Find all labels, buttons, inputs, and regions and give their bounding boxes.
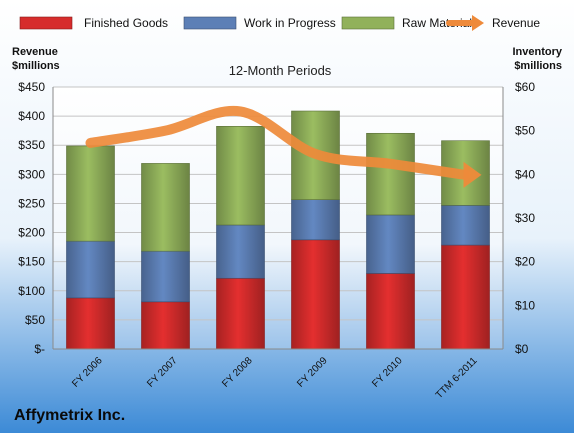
y-right-tick-label: $60 — [515, 80, 535, 94]
bar-work-in-progress — [141, 250, 190, 303]
legend-label: Revenue — [492, 16, 540, 30]
y-right-tick-label: $50 — [515, 124, 535, 138]
bar-work-in-progress — [291, 199, 340, 241]
left-axis-label-line2: $millions — [12, 60, 60, 72]
bar-finished-goods — [66, 297, 115, 350]
y-right-tick-label: $10 — [515, 298, 535, 312]
y-left-tick-label: $200 — [18, 226, 45, 240]
legend-label: Raw Materials — [402, 16, 478, 30]
revenue-line-arrowhead — [463, 161, 482, 188]
chart-title: 12-Month Periods — [229, 63, 332, 78]
revenue-line — [85, 105, 471, 180]
legend-swatch-raw-materials — [341, 16, 395, 30]
legend: Finished Goods Work in Progress Raw Materi… — [19, 15, 540, 31]
bar-raw-materials — [366, 132, 415, 216]
bar-raw-materials — [66, 145, 115, 242]
legend-label: Finished Goods — [84, 16, 168, 30]
bar-finished-goods — [216, 277, 265, 350]
legend-swatch-work-in-progress — [183, 16, 237, 30]
bar-work-in-progress — [216, 224, 265, 279]
left-axis-label-line1: Revenue — [12, 46, 58, 58]
legend-swatch-finished-goods — [19, 16, 73, 30]
bars — [66, 110, 490, 350]
y-left-tick-label: $150 — [18, 255, 45, 269]
bar-work-in-progress — [441, 205, 490, 246]
y-left-tick-label: $250 — [18, 196, 45, 210]
y-right-tick-label: $30 — [515, 211, 535, 225]
y-left-tick-label: $350 — [18, 138, 45, 152]
revenue-line-group — [85, 105, 482, 188]
y-left-tick-label: $450 — [18, 80, 45, 94]
bar-raw-materials — [141, 163, 190, 252]
y-left-tick-label: $100 — [18, 284, 45, 298]
right-axis-label-line1: Inventory — [512, 46, 562, 58]
y-left-tick-label: $50 — [25, 313, 45, 327]
right-axis-label-line2: $millions — [514, 60, 562, 72]
y-right-tick-label: $20 — [515, 255, 535, 269]
y-left-tick-label: $400 — [18, 109, 45, 123]
y-left-tick-label: $- — [34, 342, 45, 356]
y-left-tick-label: $300 — [18, 167, 45, 181]
y-right-tick-label: $0 — [515, 342, 529, 356]
bar-work-in-progress — [66, 240, 115, 299]
bar-finished-goods — [366, 273, 415, 350]
bar-finished-goods — [291, 239, 340, 350]
bar-finished-goods — [141, 301, 190, 350]
bar-work-in-progress — [366, 214, 415, 274]
company-name: Affymetrix Inc. — [14, 407, 125, 424]
y-right-tick-label: $40 — [515, 167, 535, 181]
legend-label: Work in Progress — [244, 16, 336, 30]
bar-raw-materials — [216, 126, 265, 226]
legend-swatch-revenue-arrow — [472, 15, 484, 31]
bar-finished-goods — [441, 244, 490, 350]
